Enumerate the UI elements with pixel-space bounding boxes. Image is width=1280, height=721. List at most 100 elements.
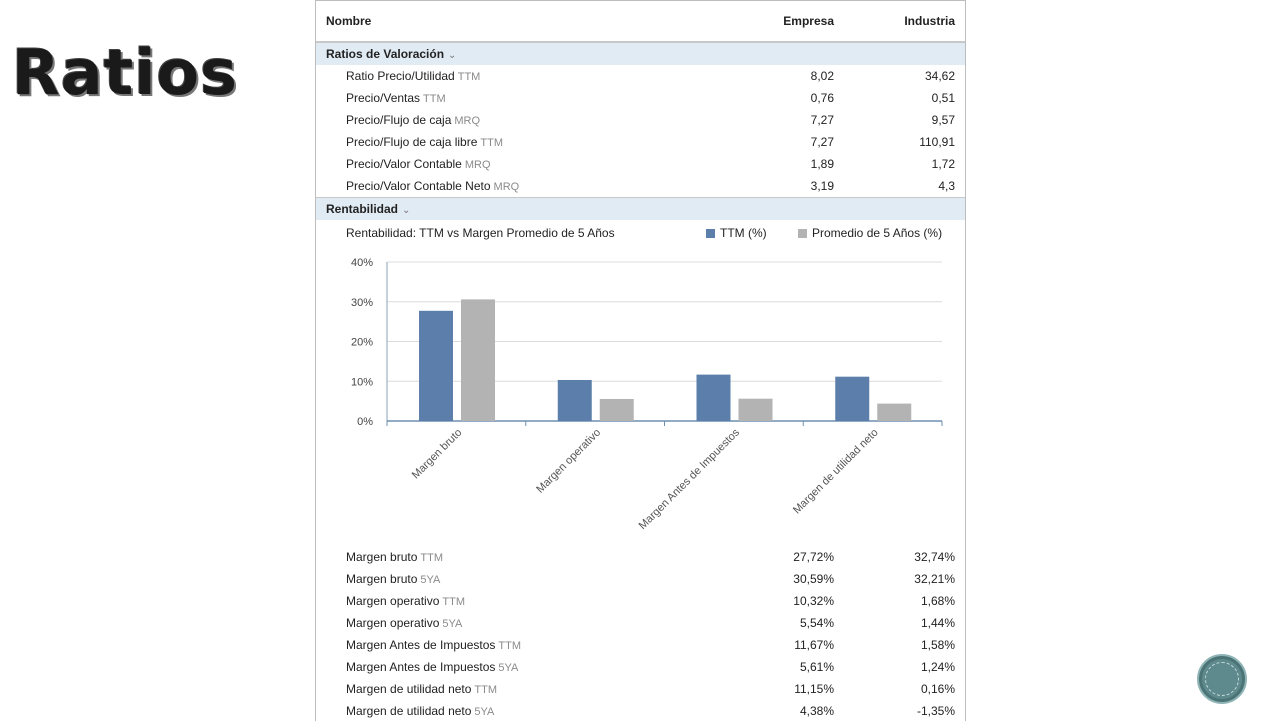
- company-value: 5,61%: [799, 660, 834, 674]
- legend-label-ttm: TTM (%): [720, 226, 767, 240]
- row-label-text: Precio/Flujo de caja libre: [346, 135, 478, 149]
- x-tick-label: Margen de utilidad neto: [791, 427, 881, 517]
- table-row: Precio/Ventas TTM 0,76 0,51: [316, 87, 965, 109]
- row-label-text: Ratio Precio/Utilidad: [346, 69, 455, 83]
- table-row: Margen Antes de Impuestos TTM 11,67% 1,58%: [316, 634, 965, 656]
- ratios-panel: Nombre Empresa Industria Ratios de Valor…: [315, 0, 966, 721]
- company-value: 10,32%: [793, 594, 834, 608]
- slide-nav-button[interactable]: [1197, 654, 1247, 704]
- y-tick-label: 30%: [351, 297, 373, 309]
- legend-label-5ya: Promedio de 5 Años (%): [812, 226, 943, 240]
- table-row: Margen Antes de Impuestos 5YA 5,61% 1,24%: [316, 656, 965, 678]
- legend-item-ttm: TTM (%): [706, 226, 767, 240]
- row-label-text: Precio/Flujo de caja: [346, 113, 452, 127]
- company-value: 11,15%: [794, 682, 834, 696]
- section-valuation-header[interactable]: Ratios de Valoración ⌄: [316, 42, 965, 65]
- row-label-suffix: 5YA: [420, 574, 441, 586]
- table-row: Precio/Flujo de caja MRQ 7,27 9,57: [316, 109, 965, 131]
- row-label: Margen bruto 5YA: [346, 572, 440, 586]
- table-row: Precio/Valor Contable MRQ 1,89 1,72: [316, 153, 965, 175]
- row-label: Precio/Valor Contable MRQ: [346, 157, 491, 171]
- table-row: Ratio Precio/Utilidad TTM 8,02 34,62: [316, 65, 965, 87]
- x-tick-label: Margen Antes de Impuestos: [637, 426, 743, 532]
- table-row: Margen operativo TTM 10,32% 1,68%: [316, 590, 965, 612]
- column-header-company: Empresa: [783, 14, 834, 28]
- row-label-text: Precio/Valor Contable Neto: [346, 179, 491, 193]
- bar-ttm: [419, 310, 453, 421]
- table-row: Precio/Valor Contable Neto MRQ 3,19 4,3: [316, 175, 965, 197]
- row-label-suffix: 5YA: [442, 618, 463, 630]
- row-label: Precio/Ventas TTM: [346, 91, 446, 105]
- y-tick-label: 40%: [351, 257, 373, 269]
- industry-value: 1,72: [931, 157, 955, 171]
- row-label-suffix: MRQ: [464, 159, 491, 171]
- row-label-suffix: TTM: [420, 552, 443, 564]
- ring-icon: [1205, 662, 1239, 696]
- column-header-industry: Industria: [904, 14, 955, 28]
- company-value: 4,38%: [799, 704, 834, 718]
- slide-title: Ratios: [12, 36, 238, 109]
- legend-item-5ya: Promedio de 5 Años (%): [798, 226, 942, 240]
- y-tick-label: 20%: [351, 337, 373, 349]
- company-value: 11,67%: [794, 638, 834, 652]
- row-label-suffix: MRQ: [454, 115, 481, 127]
- company-value: 3,19: [810, 179, 834, 193]
- section-valuation-title: Ratios de Valoración: [326, 47, 445, 61]
- row-label-text: Precio/Ventas: [346, 91, 421, 105]
- industry-value: 0,51: [931, 91, 955, 105]
- row-label: Margen de utilidad neto TTM: [346, 682, 497, 696]
- industry-value: 34,62: [924, 69, 955, 83]
- industry-value: 1,44%: [920, 616, 955, 630]
- row-label: Precio/Flujo de caja MRQ: [346, 113, 480, 127]
- table-row: Margen bruto 5YA 30,59% 32,21%: [316, 568, 965, 590]
- bar-5ya: [738, 398, 773, 421]
- table-row: Margen bruto TTM 27,72% 32,74%: [316, 546, 965, 568]
- industry-value: 32,74%: [914, 550, 955, 564]
- chevron-down-icon: ⌄: [402, 205, 411, 216]
- legend-swatch-5ya: [798, 229, 807, 238]
- row-label: Margen Antes de Impuestos 5YA: [346, 660, 518, 674]
- table-row: Precio/Flujo de caja libre TTM 7,27 110,91: [316, 131, 965, 153]
- row-label: Precio/Flujo de caja libre TTM: [346, 135, 503, 149]
- section-profitability-title: Rentabilidad: [326, 202, 399, 216]
- table-row: Margen operativo 5YA 5,54% 1,44%: [316, 612, 965, 634]
- legend-swatch-ttm: [706, 229, 715, 238]
- bar-5ya: [599, 398, 634, 421]
- bar-ttm: [696, 374, 731, 421]
- row-label-suffix: TTM: [457, 71, 481, 83]
- x-tick-label: Margen operativo: [534, 427, 603, 496]
- industry-value: 110,91: [919, 135, 955, 149]
- row-label-text: Margen de utilidad neto: [346, 704, 472, 718]
- industry-value: -1,35%: [916, 704, 955, 718]
- table-row: Margen de utilidad neto TTM 11,15% 0,16%: [316, 678, 965, 700]
- y-tick-label: 0%: [357, 416, 373, 428]
- bar-5ya: [877, 403, 912, 421]
- chart-title: Rentabilidad: TTM vs Margen Promedio de …: [346, 226, 615, 240]
- row-label: Margen bruto TTM: [346, 550, 443, 564]
- company-value: 1,89: [810, 157, 834, 171]
- company-value: 27,72%: [793, 550, 834, 564]
- company-value: 7,27: [810, 135, 834, 149]
- industry-value: 1,24%: [920, 660, 955, 674]
- row-label: Margen operativo TTM: [346, 594, 465, 608]
- table-row: Margen de utilidad neto 5YA 4,38% -1,35%: [316, 700, 965, 721]
- row-label-suffix: TTM: [498, 640, 522, 652]
- industry-value: 1,58%: [920, 638, 955, 652]
- row-label-suffix: TTM: [474, 684, 498, 696]
- row-label-text: Margen de utilidad neto: [346, 682, 472, 696]
- x-tick-label: Margen bruto: [410, 427, 465, 482]
- row-label: Ratio Precio/Utilidad TTM: [346, 69, 480, 83]
- industry-value: 4,3: [938, 179, 955, 193]
- row-label-text: Margen bruto: [346, 572, 418, 586]
- company-value: 7,27: [810, 113, 834, 127]
- row-label: Margen Antes de Impuestos TTM: [346, 638, 521, 652]
- column-header-name: Nombre: [326, 14, 372, 28]
- row-label: Margen de utilidad neto 5YA: [346, 704, 494, 718]
- section-profitability-header[interactable]: Rentabilidad ⌄: [316, 197, 965, 220]
- row-label-text: Precio/Valor Contable: [346, 157, 462, 171]
- profitability-bar-chart: 0% 10% 20% 30% 40% Margen bruto Margen operati…: [351, 257, 943, 532]
- bar-ttm: [557, 379, 592, 421]
- row-label-suffix: 5YA: [474, 706, 495, 718]
- row-label: Margen operativo 5YA: [346, 616, 462, 630]
- row-label-text: Margen bruto: [346, 550, 418, 564]
